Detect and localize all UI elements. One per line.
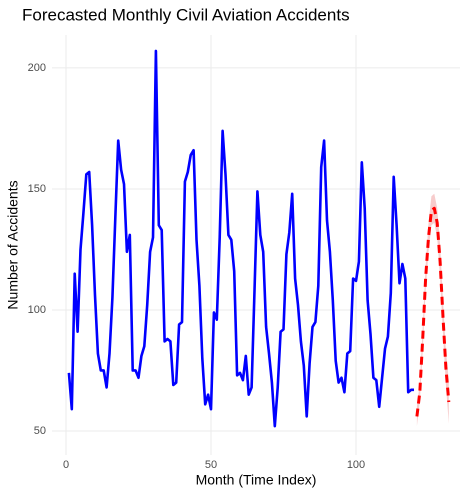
chart-title: Forecasted Monthly Civil Aviation Accide… [22, 5, 350, 24]
x-tick-label: 0 [63, 459, 69, 471]
x-axis-title: Month (Time Index) [196, 472, 317, 488]
x-tick-label: 50 [205, 459, 217, 471]
y-tick-label: 200 [28, 62, 46, 74]
y-tick-label: 50 [34, 425, 46, 437]
series-line [415, 206, 451, 417]
y-tick-label: 150 [28, 183, 46, 195]
x-tick-label: 100 [347, 459, 365, 471]
y-tick-label: 100 [28, 304, 46, 316]
series-line [67, 49, 415, 428]
y-axis-title: Number of Accidents [5, 180, 21, 309]
